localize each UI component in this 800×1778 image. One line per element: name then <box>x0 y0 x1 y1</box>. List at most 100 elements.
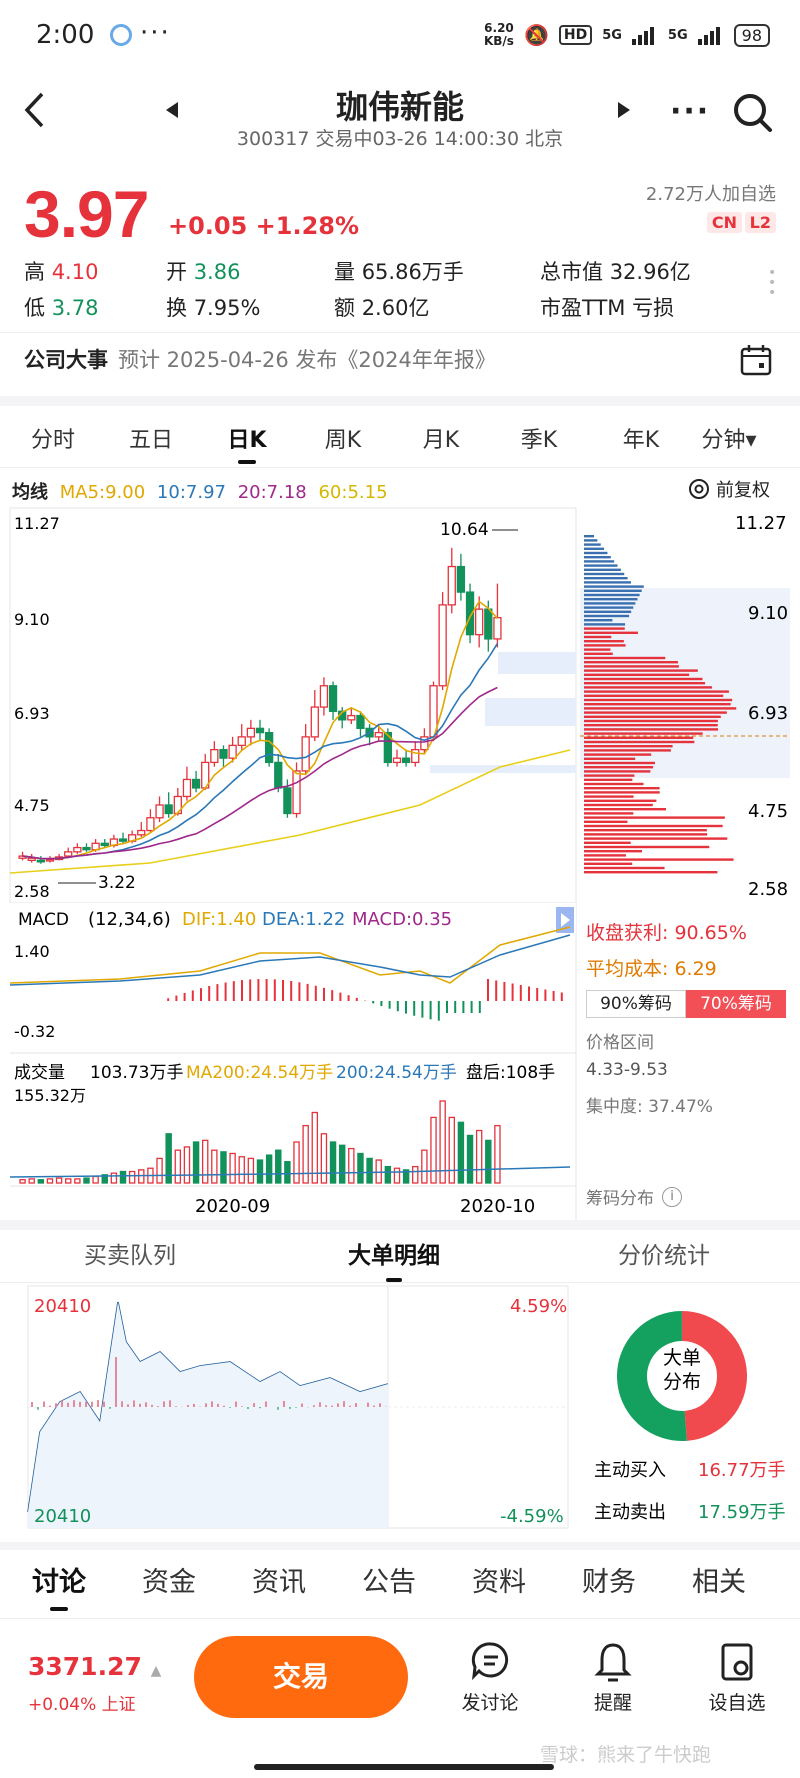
bottom-tab-5[interactable]: 财务 <box>582 1560 636 1599</box>
l2-badge[interactable]: L2 <box>745 212 776 233</box>
volume-bar <box>157 1158 162 1183</box>
x-label-2: 2020-10 <box>460 1196 535 1217</box>
stat-open: 开 3.86 <box>166 256 240 286</box>
signal-bars-icon-2 <box>698 25 724 45</box>
chip-bar <box>584 749 671 751</box>
volume-ma200: MA200:24.54万手 <box>186 1063 333 1083</box>
bottom-tab-0[interactable]: 讨论 <box>32 1560 86 1611</box>
status-right: 6.20 KB/s 🔕 HD 5G 5G 98 <box>484 22 770 48</box>
battery-icon: 98 <box>734 24 770 47</box>
volume-bar <box>385 1167 390 1183</box>
sub-tab-2[interactable]: 分价统计 <box>618 1236 710 1270</box>
candle-body <box>120 839 127 841</box>
chip-bar <box>584 661 678 663</box>
volume-after: 盘后:108手 <box>466 1063 555 1083</box>
post-button[interactable]: 发讨论 <box>445 1640 535 1715</box>
search-icon[interactable] <box>732 92 774 138</box>
candle-body <box>311 707 318 737</box>
divider <box>0 467 800 468</box>
bottom-tab-2[interactable]: 资讯 <box>252 1560 306 1599</box>
period-tab-3[interactable]: 周K <box>298 422 388 454</box>
chip-bar <box>584 800 656 802</box>
chip-bar <box>584 779 632 781</box>
candle-body <box>284 788 291 814</box>
chip-profit: 收盘获利: 90.65% <box>586 918 747 945</box>
status-dots-icon: ··· <box>140 18 171 48</box>
index-value[interactable]: 3371.27 ▲ <box>28 1652 161 1681</box>
volume-label: 成交量 <box>14 1063 65 1083</box>
expand-dots-icon[interactable]: • • • <box>768 268 772 298</box>
volume-bar <box>477 1131 482 1183</box>
chip-tab-90[interactable]: 90%筹码 <box>586 990 686 1018</box>
section-divider <box>0 1542 800 1550</box>
price-change: +0.05 +1.28% <box>168 212 359 240</box>
chip-bar <box>584 766 653 768</box>
volume-bar <box>203 1140 208 1183</box>
candle-body <box>348 716 355 720</box>
candle-body <box>439 605 446 686</box>
period-tab-6[interactable]: 年K <box>596 422 686 454</box>
volume-bar <box>276 1150 281 1183</box>
ma-lines <box>10 602 570 874</box>
volume-bar <box>486 1140 491 1183</box>
chip-bar <box>584 598 638 600</box>
period-tab-0[interactable]: 分时 <box>8 422 98 454</box>
candle-body <box>457 567 464 593</box>
divider <box>0 332 800 333</box>
candle-body <box>257 728 264 732</box>
y-label-2: 9.10 <box>14 610 50 629</box>
chip-bar <box>584 711 727 713</box>
chip-bar <box>584 745 673 747</box>
period-tab-7[interactable]: 分钟▾ <box>684 422 774 454</box>
big-order-lines <box>28 1302 388 1528</box>
chip-bar <box>584 737 693 739</box>
watch-button[interactable]: 设自选 <box>692 1640 782 1715</box>
chip-bar <box>584 816 725 818</box>
period-tab-5[interactable]: 季K <box>494 422 584 454</box>
macd-value: MACD:0.35 <box>352 909 452 930</box>
bottom-tab-6[interactable]: 相关 <box>692 1560 746 1599</box>
bo-sell-label: 主动卖出 <box>594 1502 666 1523</box>
bottom-tab-1[interactable]: 资金 <box>142 1560 196 1599</box>
period-tab-4[interactable]: 月K <box>396 422 486 454</box>
chip-bar <box>584 724 718 726</box>
chip-bar <box>584 669 698 671</box>
event-bar[interactable]: 公司大事 预计 2025-04-26 发布《2024年年报》 <box>24 344 496 374</box>
volume-bar <box>47 1179 52 1183</box>
bottom-tab-3[interactable]: 公告 <box>362 1560 416 1599</box>
chip-dist-label[interactable]: 筹码分布 i <box>586 1184 682 1209</box>
status-time: 2:00 <box>36 20 94 50</box>
more-icon[interactable]: ··· <box>670 94 710 129</box>
chip-tab-70[interactable]: 70%筹码 <box>686 990 786 1018</box>
chip-bar <box>584 653 613 655</box>
calendar-icon[interactable] <box>740 344 772 380</box>
kline-chart[interactable]: 11.27 9.10 6.93 4.75 2.58 11.27 9.10 6.9… <box>0 505 800 1225</box>
sub-tab-1[interactable]: 大单明细 <box>348 1236 440 1282</box>
bottom-tab-4[interactable]: 资料 <box>472 1560 526 1599</box>
candle-body <box>330 686 337 712</box>
signal-bars-icon <box>632 25 658 45</box>
volume-bar <box>312 1112 317 1183</box>
volume-bar <box>120 1172 125 1183</box>
chip-bar <box>584 543 601 545</box>
period-tab-1[interactable]: 五日 <box>106 422 196 454</box>
chip-bar <box>584 535 594 537</box>
remind-button[interactable]: 提醒 <box>568 1640 658 1715</box>
candles <box>19 548 501 864</box>
home-indicator[interactable] <box>254 1764 554 1770</box>
trade-button[interactable]: 交易 <box>194 1636 408 1718</box>
dist-y-label-5: 2.58 <box>748 879 788 900</box>
next-stock-icon[interactable] <box>618 102 630 122</box>
adjust-toggle[interactable]: 前复权 <box>688 476 770 502</box>
period-tab-2[interactable]: 日K <box>202 422 292 464</box>
dist-y-label-3: 6.93 <box>748 703 788 724</box>
chip-bar <box>584 854 626 856</box>
chip-bar <box>584 573 624 575</box>
big-order-chart[interactable]: 20410 20410 4.59% -4.59% 大单 分布 主动买入 16.7… <box>0 1282 800 1542</box>
chip-bar <box>584 552 607 554</box>
sub-tab-0[interactable]: 买卖队列 <box>84 1236 176 1270</box>
macd-bottom: -0.32 <box>14 1022 55 1041</box>
volume-bar <box>175 1150 180 1183</box>
cn-badge[interactable]: CN <box>707 212 742 233</box>
macd-chart <box>10 927 570 1021</box>
